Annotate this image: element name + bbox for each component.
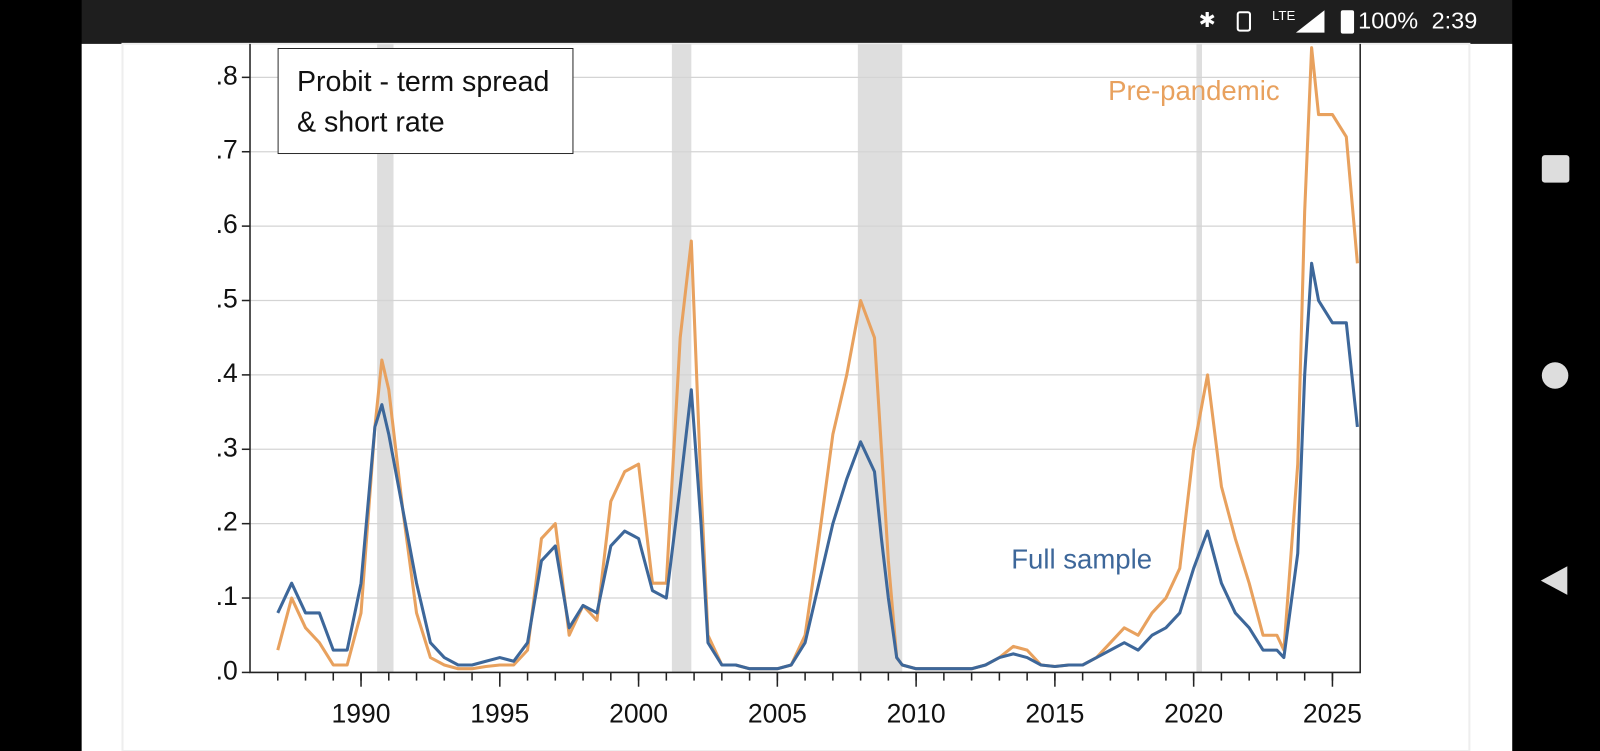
series-line xyxy=(276,46,1359,671)
back-button[interactable] xyxy=(1540,566,1568,595)
plot: .0 .1 .2 .3 .4 .5 .6 .7 .8 1990 1995 2000 2005 2010 20… xyxy=(216,43,1362,728)
x-tick-label: 2005 xyxy=(748,698,807,728)
bluetooth-icon: ✱ xyxy=(1199,10,1216,32)
y-tick-label: .6 xyxy=(216,209,238,239)
vibrate-icon xyxy=(1236,11,1252,32)
recession-band xyxy=(857,43,903,673)
status-icons: ✱ LTE 100% 2:39 xyxy=(1199,8,1478,34)
home-button[interactable] xyxy=(1541,362,1569,389)
legend-box: Probit - term spread & short rate xyxy=(277,47,574,155)
chart-title: Probit - term spread & short rate xyxy=(277,47,574,155)
x-tick-label: 2010 xyxy=(887,698,946,728)
recents-button[interactable] xyxy=(1541,155,1570,183)
x-tick-label: 2025 xyxy=(1303,698,1362,728)
recession-band xyxy=(671,43,692,673)
axis-frame xyxy=(249,43,1361,674)
status-bar xyxy=(81,0,1513,44)
series-line xyxy=(276,261,1359,671)
x-tick-label: 2000 xyxy=(609,698,668,728)
annotation: Full sample xyxy=(1011,543,1152,574)
y-tick-label: .4 xyxy=(216,358,238,388)
battery: 100% xyxy=(1358,8,1418,34)
y-tick-label: .3 xyxy=(216,432,238,462)
y-tick-label: .5 xyxy=(216,284,238,314)
network: LTE xyxy=(1272,8,1295,23)
image-panel xyxy=(121,42,1471,751)
x-tick-label: 2020 xyxy=(1164,698,1223,728)
y-tick-label: .0 xyxy=(216,655,238,685)
x-tick-label: 1990 xyxy=(332,698,391,728)
recession-band xyxy=(1196,43,1202,673)
y-tick-label: .8 xyxy=(216,60,238,90)
y-tick-label: .2 xyxy=(216,507,238,537)
x-tick-label: 1995 xyxy=(470,698,529,728)
y-tick-label: .7 xyxy=(216,135,238,165)
y-tick-label: .1 xyxy=(216,581,238,611)
signal-icon xyxy=(1295,10,1325,33)
recession-band xyxy=(377,43,394,673)
battery-icon xyxy=(1340,10,1355,34)
annotation: Pre-pandemic xyxy=(1108,75,1280,106)
x-tick-label: 2015 xyxy=(1025,698,1084,728)
time: 2:39 xyxy=(1432,8,1478,34)
